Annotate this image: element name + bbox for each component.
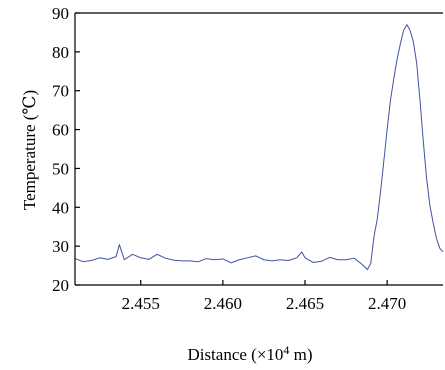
x-tick-label: 2.465 xyxy=(286,294,324,313)
y-tick-label: 40 xyxy=(52,198,69,217)
y-tick-label: 80 xyxy=(52,43,69,62)
y-axis-title: Temperature (℃) xyxy=(20,90,39,210)
y-tick-label: 50 xyxy=(52,159,69,178)
x-tick-label: 2.455 xyxy=(122,294,160,313)
x-axis-title-unit: m) xyxy=(289,345,312,364)
x-tick-label: 2.460 xyxy=(204,294,242,313)
ticks-layer: 20 30 40 50 60 70 80 90 2.455 2.460 2.465 2.470 xyxy=(52,4,406,313)
y-tick-label: 90 xyxy=(52,4,69,23)
y-tick-label: 30 xyxy=(52,237,69,256)
x-tick-label: 2.470 xyxy=(368,294,406,313)
x-axis-title: Distance (×104 m) xyxy=(187,343,312,364)
y-tick-label: 20 xyxy=(52,276,69,295)
y-tick-label: 60 xyxy=(52,121,69,140)
temperature-series-line xyxy=(74,24,444,270)
x-axis-title-main: Distance (×10 xyxy=(187,345,283,364)
y-tick-label: 70 xyxy=(52,82,69,101)
axes-layer xyxy=(74,12,443,286)
x-axis-title-exponent: 4 xyxy=(283,343,289,357)
data-layer xyxy=(74,24,444,270)
